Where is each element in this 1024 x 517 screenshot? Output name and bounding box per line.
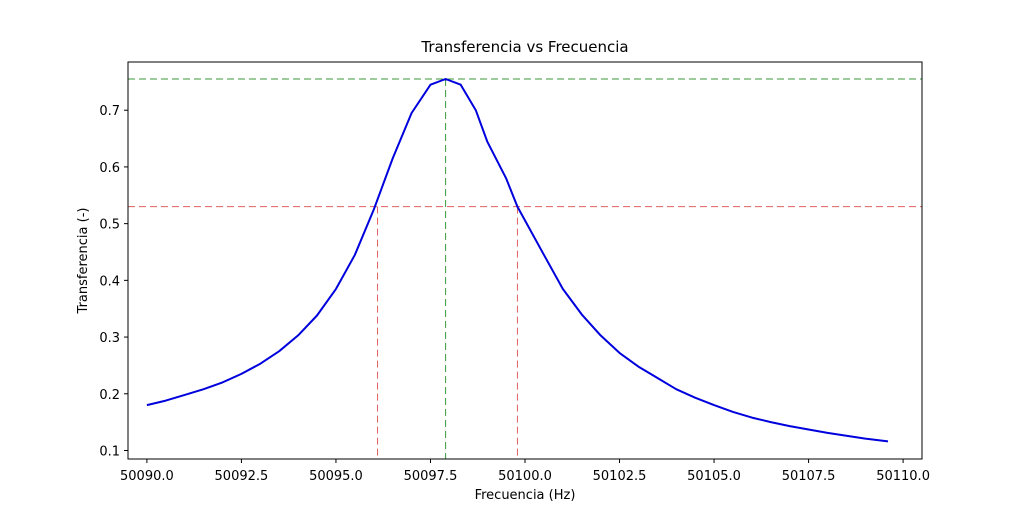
y-tick-label: 0.7 xyxy=(99,104,120,119)
x-tick-label: 50090.0 xyxy=(120,469,174,484)
x-tick-label: 50110.0 xyxy=(876,469,930,484)
x-tick-label: 50097.5 xyxy=(404,469,458,484)
x-tick-label: 50100.0 xyxy=(498,469,552,484)
x-tick-label: 50095.0 xyxy=(309,469,363,484)
plot-frame xyxy=(127,61,923,460)
chart-title: Transferencia vs Frecuencia xyxy=(420,38,628,56)
y-axis-label: Transferencia (-) xyxy=(76,208,91,315)
y-tick-label: 0.1 xyxy=(99,444,120,459)
y-tick-label: 0.3 xyxy=(99,331,120,346)
y-tick-label: 0.4 xyxy=(99,274,120,289)
y-tick-label: 0.5 xyxy=(99,218,120,233)
reference-lines xyxy=(128,78,922,459)
x-tick-label: 50107.5 xyxy=(782,469,836,484)
y-axis-ticks: 0.1 0.2 0.3 0.4 0.5 0.6 0.7 xyxy=(99,104,128,459)
series-layer xyxy=(146,78,889,443)
series-line-0 xyxy=(146,78,889,443)
x-tick-label: 50102.5 xyxy=(593,469,647,484)
x-axis-label: Frecuencia (Hz) xyxy=(475,488,576,503)
x-axis-ticks: 50090.0 50092.5 50095.0 50097.5 50100.0 50102… xyxy=(120,459,930,484)
x-tick-label: 50092.5 xyxy=(215,469,269,484)
x-tick-label: 50105.0 xyxy=(687,469,741,484)
y-tick-label: 0.6 xyxy=(99,161,120,176)
y-tick-label: 0.2 xyxy=(99,388,120,403)
